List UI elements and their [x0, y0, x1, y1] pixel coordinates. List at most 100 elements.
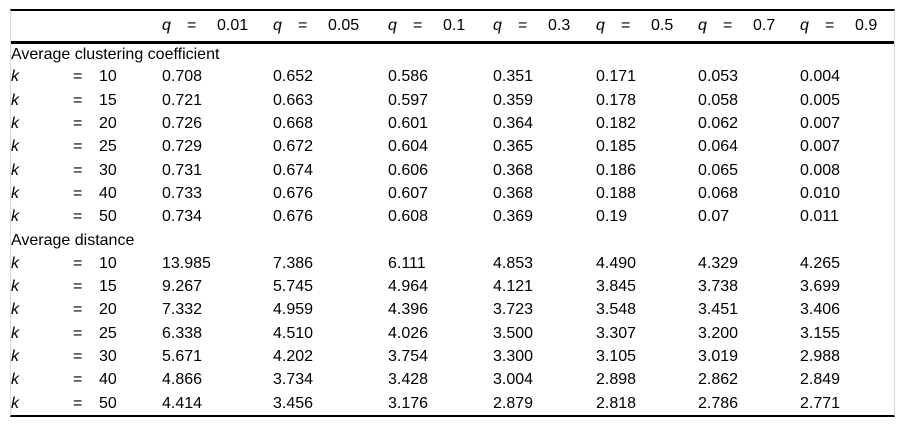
cell-value: 0.607	[388, 184, 429, 202]
cell-value: 0.007	[800, 115, 841, 133]
cell-value: 3.019	[698, 348, 739, 365]
cell-value: 2.849	[800, 371, 841, 389]
cell-value: 3.699	[800, 278, 841, 296]
cell-value: 3.548	[596, 301, 637, 319]
column-header-cell: q = 0.5	[596, 17, 698, 35]
cell-value: 5.745	[273, 278, 314, 296]
equals-sign: =	[187, 17, 197, 34]
cell-value: 0.065	[698, 161, 739, 179]
column-header-cell: q = 0.1	[388, 17, 493, 35]
cell-value: 4.866	[162, 371, 203, 389]
column-header: q = 0.5	[596, 11, 698, 44]
column-var-label: q	[800, 17, 809, 34]
cell-value: 0.708	[162, 68, 203, 86]
cell-value: 0.608	[388, 208, 429, 226]
cell-value: 0.652	[273, 68, 314, 86]
row-var-label: k	[11, 301, 19, 319]
cell-value: 0.351	[493, 68, 534, 86]
equals-sign: =	[73, 184, 83, 202]
cell-value: 0.368	[493, 161, 534, 179]
table-row: k = 50 4.414 3.456 3.176 2.879 2.818 2.786 2.771	[11, 392, 894, 415]
equals-sign: =	[73, 115, 83, 133]
row-var-label: k	[11, 208, 19, 226]
row-var-label: k	[11, 184, 19, 202]
cell-value: 0.19	[596, 208, 628, 226]
cell-value: 0.186	[596, 161, 637, 179]
column-header-cell: q = 0.01	[162, 17, 273, 35]
cell-value: 3.105	[596, 348, 637, 365]
cell-value: 0.004	[800, 68, 841, 86]
row-var-label: k	[11, 348, 19, 365]
cell-value: 0.674	[273, 161, 314, 179]
column-value: 0.3	[548, 17, 571, 34]
column-header: q = 0.7	[698, 11, 800, 44]
equals-sign: =	[621, 17, 631, 34]
table-row: k = 10 13.985 7.386 6.111 4.853 4.490 4.329 4.265	[11, 252, 894, 275]
equals-sign: =	[73, 371, 83, 389]
row-k-value: 50	[99, 394, 117, 412]
equals-sign: =	[825, 17, 835, 34]
equals-sign: =	[73, 278, 83, 296]
cell-value: 3.307	[596, 324, 637, 342]
cell-value: 4.510	[273, 324, 314, 342]
cell-value: 7.332	[162, 301, 203, 319]
cell-value: 2.988	[800, 348, 841, 365]
cell-value: 3.004	[493, 371, 534, 389]
row-k-value: 30	[99, 161, 117, 179]
header-empty-cell	[99, 11, 162, 44]
row-k-value: 40	[99, 184, 117, 202]
cell-value: 0.062	[698, 115, 739, 133]
column-value: 0.1	[443, 17, 466, 34]
cell-value: 4.329	[698, 254, 739, 272]
column-value: 0.01	[217, 17, 249, 34]
cell-value: 0.368	[493, 184, 534, 202]
column-header: q = 0.9	[800, 11, 894, 44]
section-title: Average distance	[11, 231, 135, 249]
cell-value: 13.985	[162, 254, 211, 272]
column-header: q = 0.1	[388, 11, 493, 44]
cell-value: 3.406	[800, 301, 841, 319]
cell-value: 0.369	[493, 208, 534, 226]
row-k-value: 15	[99, 278, 117, 296]
row-k-value: 50	[99, 208, 117, 226]
cell-value: 3.723	[493, 301, 534, 319]
cell-value: 4.490	[596, 254, 637, 272]
column-value: 0.5	[651, 17, 674, 34]
row-var-label: k	[11, 394, 19, 412]
cell-value: 0.597	[388, 91, 429, 109]
table-row: k = 20 7.332 4.959 4.396 3.723 3.548 3.451 3.406	[11, 299, 894, 322]
equals-sign: =	[73, 301, 83, 319]
cell-value: 0.359	[493, 91, 534, 109]
cell-value: 0.676	[273, 208, 314, 226]
column-header-cell: q = 0.05	[273, 17, 388, 35]
cell-value: 6.338	[162, 324, 203, 342]
cell-value: 0.171	[596, 68, 637, 86]
cell-value: 2.771	[800, 394, 841, 412]
cell-value: 0.663	[273, 91, 314, 109]
table-row: k = 25 0.729 0.672 0.604 0.365 0.185 0.064 0.007	[11, 136, 894, 159]
cell-value: 0.005	[800, 91, 841, 109]
table-row: k = 30 5.671 4.202 3.754 3.300 3.105 3.019 2.988	[11, 345, 894, 368]
row-var-label: k	[11, 254, 19, 272]
cell-value: 0.676	[273, 184, 314, 202]
cell-value: 0.733	[162, 184, 203, 202]
column-header: q = 0.3	[493, 11, 596, 44]
table-body: Average clustering coefficient k = 10 0.708 0…	[11, 43, 894, 416]
equals-sign: =	[73, 138, 83, 156]
column-var-label: q	[493, 17, 502, 34]
row-k-value: 25	[99, 138, 117, 156]
section-row: Average clustering coefficient	[11, 43, 894, 66]
cell-value: 0.010	[800, 184, 841, 202]
row-var-label: k	[11, 371, 19, 389]
cell-value: 4.959	[273, 301, 314, 319]
cell-value: 0.182	[596, 115, 637, 133]
equals-sign: =	[73, 348, 83, 365]
equals-sign: =	[73, 161, 83, 179]
cell-value: 3.500	[493, 324, 534, 342]
row-k-value: 40	[99, 371, 117, 389]
cell-value: 3.428	[388, 371, 429, 389]
column-var-label: q	[388, 17, 397, 34]
row-var-label: k	[11, 161, 19, 179]
cell-value: 4.265	[800, 254, 841, 272]
